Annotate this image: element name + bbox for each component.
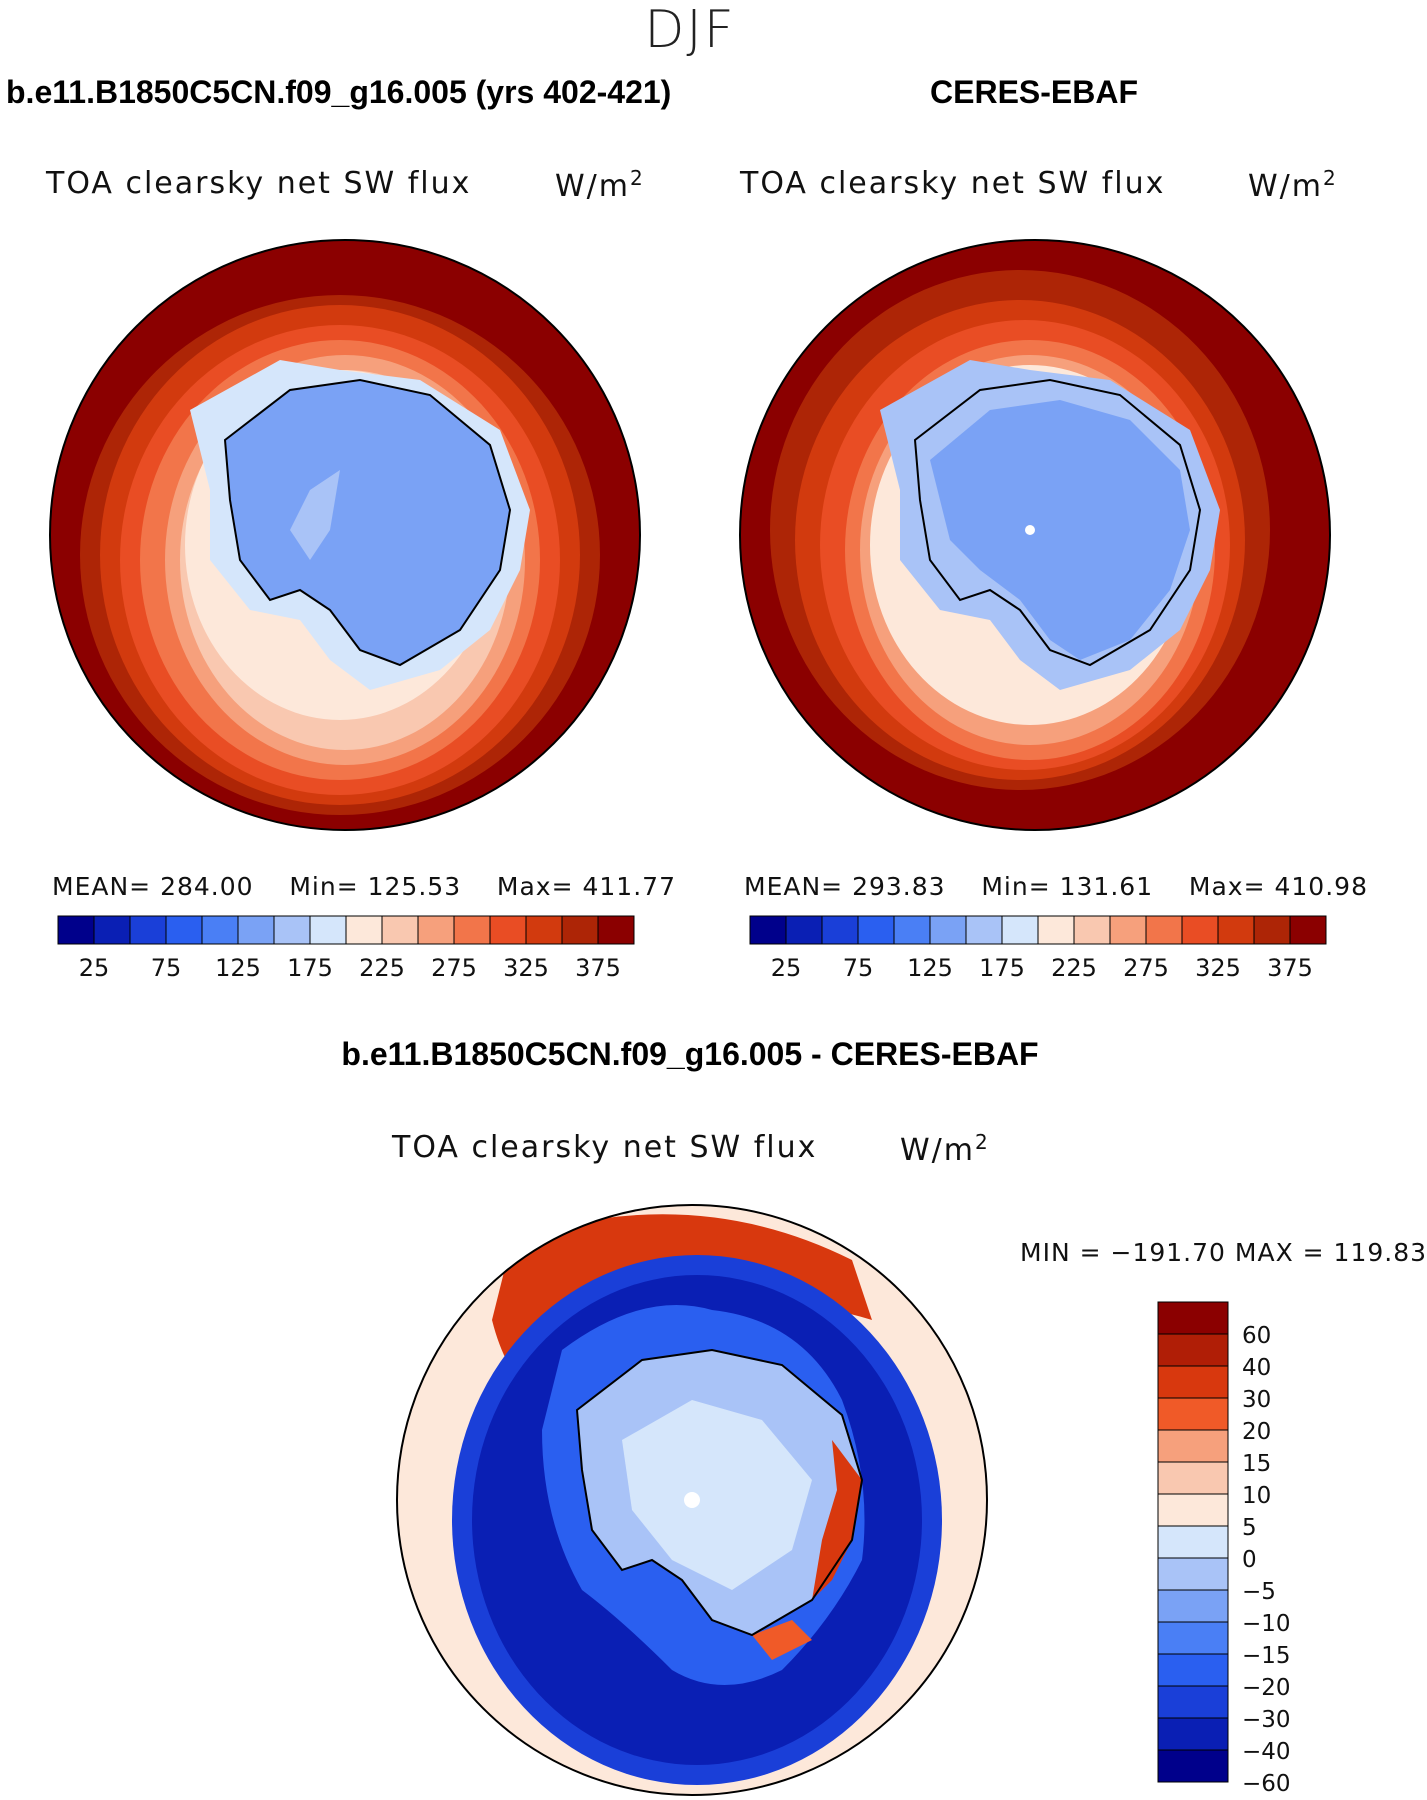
colorbar-swatch [273, 915, 311, 945]
colorbar-tick-label: 275 [1123, 954, 1169, 982]
colorbar-level-label: −60 [1242, 1771, 1290, 1797]
obs-polar-map [739, 239, 1331, 831]
colorbar-level-label: 0 [1242, 1547, 1257, 1573]
colorbar-tick-label: 275 [431, 954, 477, 982]
colorbar-level-label: 5 [1242, 1515, 1257, 1541]
obs-case-title: CERES-EBAF [930, 74, 1139, 110]
difference-variable-title: TOA clearsky net SW flux [392, 1130, 818, 1165]
difference-colorbar: 60 40 30 20 15 10 5 0 −5 −10 −15 −20 −30 −40 −60 [1157, 1301, 1290, 1797]
colorbar-swatch [1289, 915, 1327, 945]
colorbar-level-label: 15 [1242, 1451, 1271, 1477]
colorbar-tick-label: 325 [503, 954, 549, 982]
colorbar-swatch [893, 915, 931, 945]
colorbar-swatch [1037, 915, 1075, 945]
colorbar-tick-label: 175 [979, 954, 1025, 982]
colorbar-swatch [345, 915, 383, 945]
colorbar-swatch [1217, 915, 1255, 945]
colorbar-tick-label: 375 [1267, 954, 1313, 982]
difference-polar-map [396, 1204, 988, 1796]
colorbar-swatch [417, 915, 455, 945]
colorbar-swatch [1157, 1397, 1229, 1431]
colorbar-swatch [1253, 915, 1291, 945]
colorbar-swatch [1157, 1365, 1229, 1399]
model-stats: MEAN= 284.00 Min= 125.53 Max= 411.77 [52, 872, 676, 901]
colorbar-tick-label: 225 [1051, 954, 1097, 982]
difference-units: W/m2 [900, 1130, 990, 1168]
colorbar-tick-label: 375 [575, 954, 621, 982]
difference-min-max: MIN = −191.70 MAX = 119.83 [1020, 1238, 1427, 1267]
colorbar-swatch [561, 915, 599, 945]
colorbar-swatch [1181, 915, 1219, 945]
colorbar-swatch [929, 915, 967, 945]
colorbar-tick-label: 325 [1195, 954, 1241, 982]
colorbar-swatch [1001, 915, 1039, 945]
model-colorbar: 25 75 125 175 225 275 325 375 [57, 915, 635, 982]
colorbar-tick-label: 75 [843, 954, 874, 982]
colorbar-tick-label: 25 [79, 954, 110, 982]
colorbar-swatch [489, 915, 527, 945]
colorbar-swatch [237, 915, 275, 945]
difference-title: b.e11.B1850C5CN.f09_g16.005 - CERES-EBAF [341, 1036, 1039, 1072]
colorbar-level-label: −5 [1242, 1579, 1276, 1605]
obs-variable-title: TOA clearsky net SW flux [740, 166, 1166, 201]
model-units: W/m2 [555, 166, 645, 204]
colorbar-tick-label: 175 [287, 954, 333, 982]
colorbar-swatch [1157, 1589, 1229, 1623]
colorbar-swatch [165, 915, 203, 945]
colorbar-tick-label: 25 [771, 954, 802, 982]
obs-stats: MEAN= 293.83 Min= 131.61 Max= 410.98 [744, 872, 1368, 901]
colorbar-swatch [1157, 1429, 1229, 1463]
colorbar-swatch [453, 915, 491, 945]
colorbar-swatch [1157, 1461, 1229, 1495]
colorbar-swatch [749, 915, 787, 945]
colorbar-swatch [1157, 1717, 1229, 1751]
model-case-title: b.e11.B1850C5CN.f09_g16.005 (yrs 402-421… [6, 74, 672, 110]
colorbar-swatch [821, 915, 859, 945]
colorbar-swatch [1145, 915, 1183, 945]
colorbar-level-label: 20 [1242, 1419, 1271, 1445]
colorbar-tick-label: 225 [359, 954, 405, 982]
colorbar-swatch [93, 915, 131, 945]
colorbar-swatch [381, 915, 419, 945]
colorbar-level-label: −10 [1242, 1611, 1290, 1637]
colorbar-swatch [965, 915, 1003, 945]
colorbar-swatch [857, 915, 895, 945]
colorbar-swatch [597, 915, 635, 945]
colorbar-swatch [309, 915, 347, 945]
colorbar-swatch [1157, 1653, 1229, 1687]
colorbar-swatch [785, 915, 823, 945]
colorbar-swatch [201, 915, 239, 945]
colorbar-swatch [1157, 1525, 1229, 1559]
colorbar-level-label: 10 [1242, 1483, 1271, 1509]
colorbar-swatch [57, 915, 95, 945]
colorbar-level-label: 30 [1242, 1387, 1271, 1413]
season-title: DJF [644, 0, 736, 60]
colorbar-swatch [1157, 1333, 1229, 1367]
colorbar-swatch [1157, 1621, 1229, 1655]
colorbar-swatch [1073, 915, 1111, 945]
colorbar-tick-label: 75 [151, 954, 182, 982]
colorbar-level-label: −15 [1242, 1643, 1290, 1669]
colorbar-swatch [129, 915, 167, 945]
colorbar-swatch [1157, 1685, 1229, 1719]
colorbar-swatch [1109, 915, 1147, 945]
colorbar-swatch [1157, 1493, 1229, 1527]
colorbar-level-label: 40 [1242, 1355, 1271, 1381]
colorbar-level-label: −30 [1242, 1707, 1290, 1733]
colorbar-swatch [525, 915, 563, 945]
colorbar-level-label: 60 [1242, 1323, 1271, 1349]
colorbar-swatch [1157, 1557, 1229, 1591]
obs-units: W/m2 [1248, 166, 1338, 204]
colorbar-swatch [1157, 1301, 1229, 1335]
model-variable-title: TOA clearsky net SW flux [46, 166, 472, 201]
colorbar-tick-label: 125 [215, 954, 261, 982]
model-polar-map [49, 239, 641, 831]
colorbar-level-label: −20 [1242, 1675, 1290, 1701]
colorbar-swatch [1157, 1749, 1229, 1783]
colorbar-level-label: −40 [1242, 1739, 1290, 1765]
obs-colorbar: 25 75 125 175 225 275 325 375 [749, 915, 1327, 982]
colorbar-tick-label: 125 [907, 954, 953, 982]
